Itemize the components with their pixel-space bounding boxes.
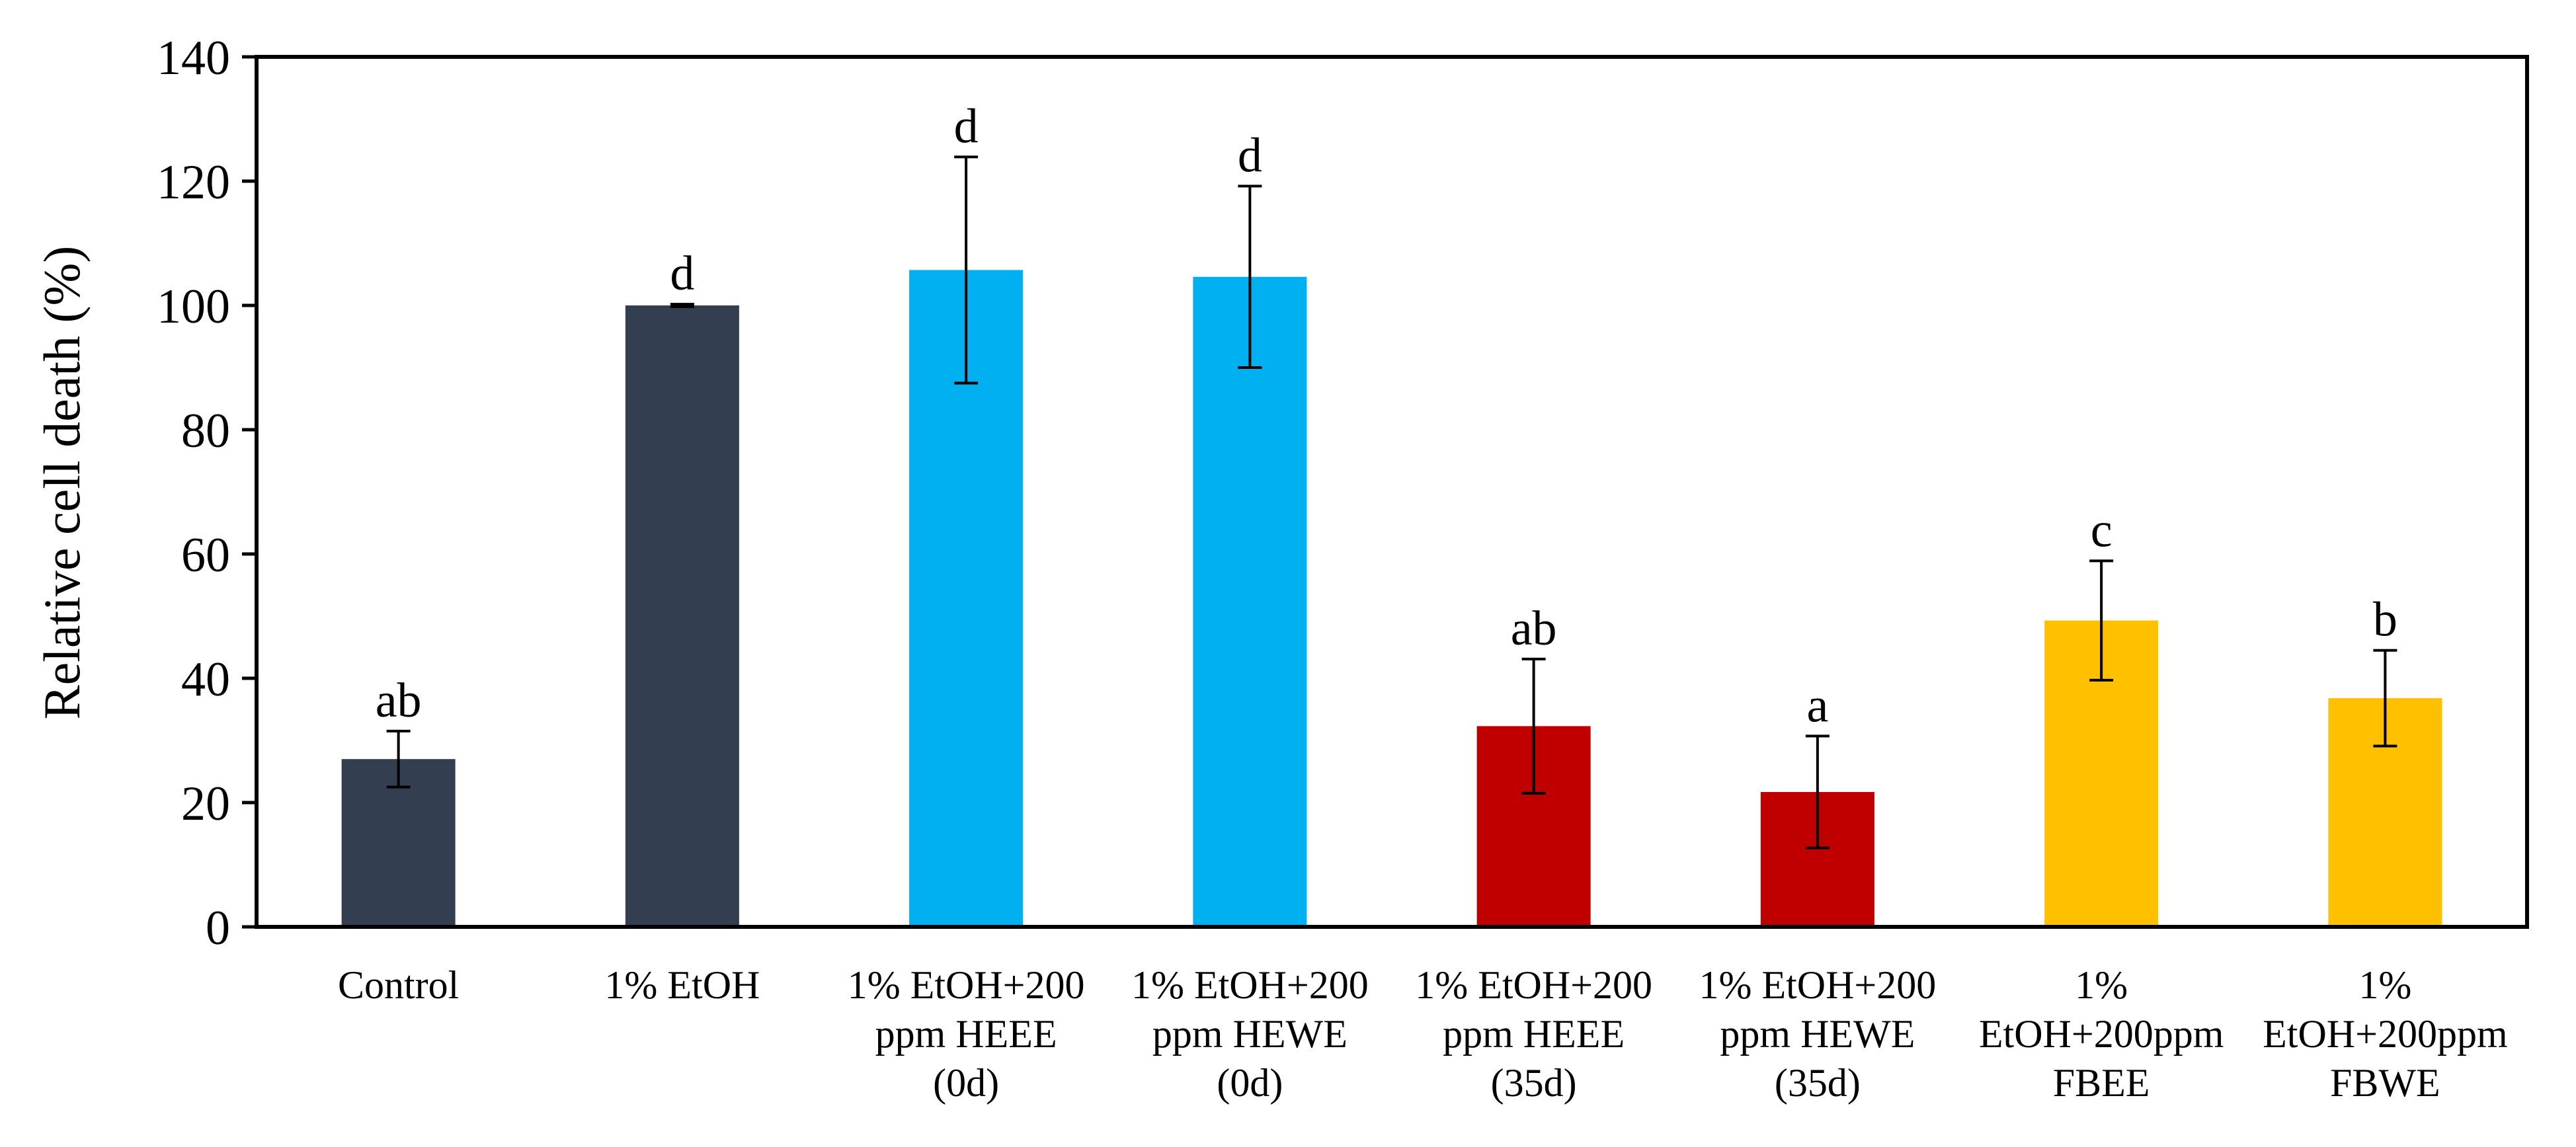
x-tick-label: 1% EtOH	[604, 963, 760, 1007]
significance-letter: d	[954, 99, 979, 153]
significance-letter: ab	[1511, 602, 1557, 656]
x-tick-label: Control	[338, 963, 459, 1007]
y-tick-label: 60	[181, 528, 230, 582]
significance-letter: d	[670, 247, 694, 301]
y-tick-label: 140	[157, 31, 230, 85]
error-bars-layer	[386, 155, 2397, 850]
bars-layer	[341, 270, 2442, 927]
significance-letter: c	[2091, 503, 2113, 557]
significance-letters-layer: ab d d d ab a c b	[376, 99, 2397, 732]
y-tick-label: 80	[181, 404, 230, 458]
x-tick-label: 1% EtOH+200ppm FBWE	[2263, 963, 2508, 1105]
axes-layer: 0 20 40 60 80 100 120 140 Control 1% EtOH 1% EtOH+…	[157, 31, 2529, 1105]
x-tick-label: 1% EtOH+200 ppm HEWE (0d)	[1131, 963, 1369, 1105]
y-tick-label: 100	[157, 280, 230, 334]
significance-letter: d	[1238, 129, 1262, 183]
y-tick-label: 40	[181, 653, 230, 707]
bar	[625, 305, 739, 927]
significance-letter: ab	[376, 674, 422, 728]
x-tick-label: 1% EtOH+200ppm FBEE	[1979, 963, 2224, 1105]
bar	[1193, 276, 1307, 927]
x-tick-label: 1% EtOH+200 ppm HEEE (0d)	[848, 963, 1085, 1105]
x-tick-label: 1% EtOH+200 ppm HEWE (35d)	[1699, 963, 1936, 1105]
y-tick-label: 120	[157, 155, 230, 210]
significance-letter: a	[1806, 678, 1828, 732]
y-axis-label: Relative cell death (%)	[33, 246, 91, 720]
y-tick-label: 20	[181, 777, 230, 831]
significance-letter: b	[2373, 593, 2397, 647]
y-tick-label: 0	[206, 901, 230, 955]
x-tick-label: 1% EtOH+200 ppm HEEE (35d)	[1415, 963, 1652, 1105]
plot-frame	[255, 55, 2529, 929]
